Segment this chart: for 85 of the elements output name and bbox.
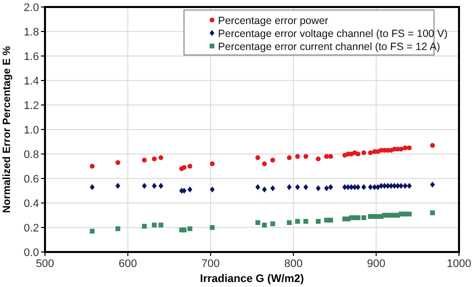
point xyxy=(270,158,276,163)
point xyxy=(115,160,120,165)
point xyxy=(303,218,308,224)
point xyxy=(158,155,164,160)
point xyxy=(324,185,329,192)
point xyxy=(262,161,267,166)
point xyxy=(270,185,276,192)
y-tick-label: 0.4 xyxy=(24,198,39,210)
point xyxy=(286,184,292,190)
x-tick-label: 600 xyxy=(118,258,137,270)
y-tick-label: 0.8 xyxy=(24,149,39,161)
point xyxy=(152,222,157,228)
point xyxy=(303,184,308,190)
point xyxy=(430,143,435,148)
point xyxy=(356,152,360,156)
point xyxy=(324,154,329,159)
point xyxy=(142,158,147,163)
point xyxy=(188,186,192,193)
point xyxy=(356,184,360,190)
point xyxy=(286,220,292,225)
point xyxy=(406,212,412,216)
point xyxy=(115,182,120,189)
x-tick-label: 900 xyxy=(367,258,386,270)
y-tick-label: 1.8 xyxy=(24,26,39,38)
y-tick-label: 1.4 xyxy=(24,76,39,88)
point xyxy=(368,150,373,156)
point xyxy=(430,182,435,188)
point xyxy=(398,182,404,189)
point xyxy=(210,161,215,166)
point xyxy=(295,154,300,159)
legend-label: Percentage error voltage channel (to FS = 100 V) xyxy=(218,28,448,40)
point xyxy=(90,164,95,169)
point xyxy=(316,185,321,192)
x-axis-title: Irradiance G (W/m2) xyxy=(200,273,304,285)
y-tick-label: 0.2 xyxy=(24,222,39,234)
point xyxy=(406,145,412,150)
point xyxy=(210,225,215,230)
point xyxy=(295,218,300,224)
point xyxy=(182,228,187,232)
legend-label: Percentage error current channel (to FS = 12 A) xyxy=(218,41,440,53)
x-tick-label: 700 xyxy=(201,258,220,270)
x-tick-label: 500 xyxy=(36,258,54,270)
point xyxy=(188,164,192,169)
point xyxy=(303,154,308,159)
point xyxy=(286,155,292,160)
point xyxy=(152,182,157,189)
x-tick-label: 1000 xyxy=(446,258,472,270)
point xyxy=(210,186,215,193)
point xyxy=(188,226,192,232)
point xyxy=(430,210,435,216)
point xyxy=(142,182,147,189)
point xyxy=(152,156,157,162)
y-tick-label: 0.6 xyxy=(24,174,39,186)
y-tick-label: 1.0 xyxy=(24,124,39,136)
point xyxy=(295,184,300,190)
point xyxy=(182,165,187,170)
y-axis-title: Normalized Error Percentage E % xyxy=(1,45,13,213)
point xyxy=(316,218,321,224)
point xyxy=(316,156,321,162)
point xyxy=(158,222,164,228)
point xyxy=(328,184,334,190)
point xyxy=(255,220,260,225)
point xyxy=(402,145,408,150)
point xyxy=(402,182,408,189)
point xyxy=(262,186,267,193)
point xyxy=(262,222,267,228)
point xyxy=(356,215,360,220)
x-tick-label: 800 xyxy=(284,258,303,270)
point xyxy=(115,226,120,232)
y-tick-label: 1.2 xyxy=(24,100,39,112)
y-tick-label: 0.0 xyxy=(24,247,39,259)
point xyxy=(158,182,164,189)
point xyxy=(406,182,412,189)
point xyxy=(398,146,404,152)
point xyxy=(142,224,147,229)
point xyxy=(255,184,260,190)
point xyxy=(90,184,95,190)
point xyxy=(368,184,373,190)
y-tick-label: 1.6 xyxy=(24,51,39,63)
legend-label: Percentage error power xyxy=(218,15,329,27)
point xyxy=(328,154,334,159)
point xyxy=(361,150,366,156)
point xyxy=(255,155,260,160)
point xyxy=(361,184,366,190)
y-tick-label: 2.0 xyxy=(24,2,39,14)
